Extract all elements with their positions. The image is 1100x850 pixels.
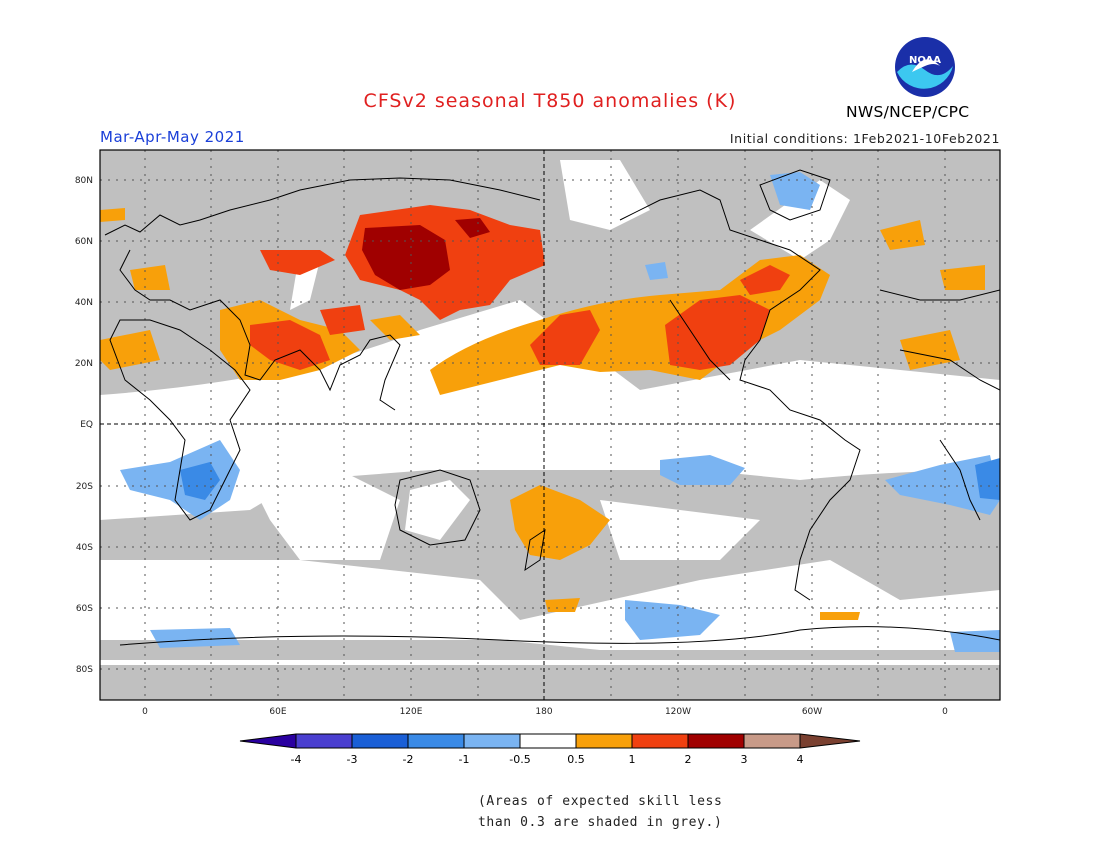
forecast-period: Mar-Apr-May 2021 bbox=[100, 128, 245, 146]
lon-label: 0 bbox=[142, 707, 148, 717]
skill-note-line: (Areas of expected skill less bbox=[478, 794, 723, 809]
lat-label: 60N bbox=[75, 237, 93, 247]
lat-label: 80S bbox=[76, 665, 93, 675]
skill-note-line: than 0.3 are shaded in grey.) bbox=[478, 815, 723, 830]
initial-conditions: Initial conditions: 1Feb2021-10Feb2021 bbox=[729, 131, 1000, 146]
moderate-negative-anomaly-areas bbox=[180, 458, 1000, 500]
colorbar-segment bbox=[296, 734, 352, 748]
longitude-labels: 0 60E 120E 180 120W 60W 0 bbox=[142, 707, 948, 717]
colorbar-segment bbox=[352, 734, 408, 748]
graticule bbox=[100, 150, 1000, 700]
lat-label: 60S bbox=[76, 604, 93, 614]
colorbar-tick-label: 1 bbox=[629, 753, 636, 766]
lat-label: 40N bbox=[75, 298, 93, 308]
map-field bbox=[100, 150, 1000, 700]
lat-label: 20N bbox=[75, 359, 93, 369]
very-strong-positive-anomaly-areas bbox=[362, 218, 490, 290]
lon-label: 120E bbox=[400, 707, 423, 717]
colorbar-tick-label: -4 bbox=[291, 753, 302, 766]
lat-label: EQ bbox=[80, 420, 93, 430]
negative-anomaly-areas bbox=[120, 172, 1000, 652]
lon-label: 180 bbox=[535, 707, 552, 717]
colorbar-tick-label: -2 bbox=[403, 753, 414, 766]
colorbar-tick-label: 4 bbox=[797, 753, 804, 766]
colorbar-segment bbox=[408, 734, 464, 748]
chart-title: CFSv2 seasonal T850 anomalies (K) bbox=[363, 90, 737, 112]
grey-mask-background bbox=[100, 150, 1000, 700]
colorbar-segment bbox=[688, 734, 744, 748]
agency-label: NWS/NCEP/CPC bbox=[846, 103, 970, 121]
lon-label: 0 bbox=[942, 707, 948, 717]
colorbar-segment bbox=[240, 734, 296, 748]
coastlines bbox=[104, 169, 1000, 646]
white-areas bbox=[100, 160, 1000, 665]
colorbar-tick-label: 0.5 bbox=[567, 753, 585, 766]
colorbar-segment bbox=[464, 734, 520, 748]
strong-positive-anomaly-areas bbox=[250, 205, 790, 370]
noaa-logo: NOAA bbox=[895, 37, 955, 97]
colorbar-tick-label: -1 bbox=[459, 753, 470, 766]
colorbar-segment bbox=[632, 734, 688, 748]
lon-label: 60W bbox=[802, 707, 822, 717]
colorbar-segment bbox=[800, 734, 860, 748]
colorbar-segment bbox=[520, 734, 576, 748]
lon-label: 120W bbox=[665, 707, 691, 717]
colorbar-segment bbox=[576, 734, 632, 748]
skill-note: (Areas of expected skill less than 0.3 a… bbox=[478, 791, 722, 833]
logo-text: NOAA bbox=[909, 55, 941, 66]
lat-label: 20S bbox=[76, 482, 93, 492]
colorbar-tick-label: -0.5 bbox=[509, 753, 530, 766]
colorbar-tick-label: -3 bbox=[347, 753, 358, 766]
colorbar-outline bbox=[239, 733, 861, 749]
lat-label: 80N bbox=[75, 176, 93, 186]
map-frame bbox=[99, 149, 1001, 701]
colorbar-segment bbox=[744, 734, 800, 748]
lat-label: 40S bbox=[76, 543, 93, 553]
lon-label: 60E bbox=[269, 707, 286, 717]
positive-anomaly-areas bbox=[100, 208, 985, 620]
colorbar-ticks: -4 -3 -2 -1 -0.5 0.5 1 2 3 4 bbox=[291, 753, 804, 766]
colorbar-tick-label: 3 bbox=[741, 753, 748, 766]
colorbar: -4 -3 -2 -1 -0.5 0.5 1 2 3 4 bbox=[239, 733, 861, 766]
colorbar-tick-label: 2 bbox=[685, 753, 692, 766]
latitude-labels: 80N 60N 40N 20N EQ 20S 40S 60S 80S bbox=[75, 176, 93, 675]
